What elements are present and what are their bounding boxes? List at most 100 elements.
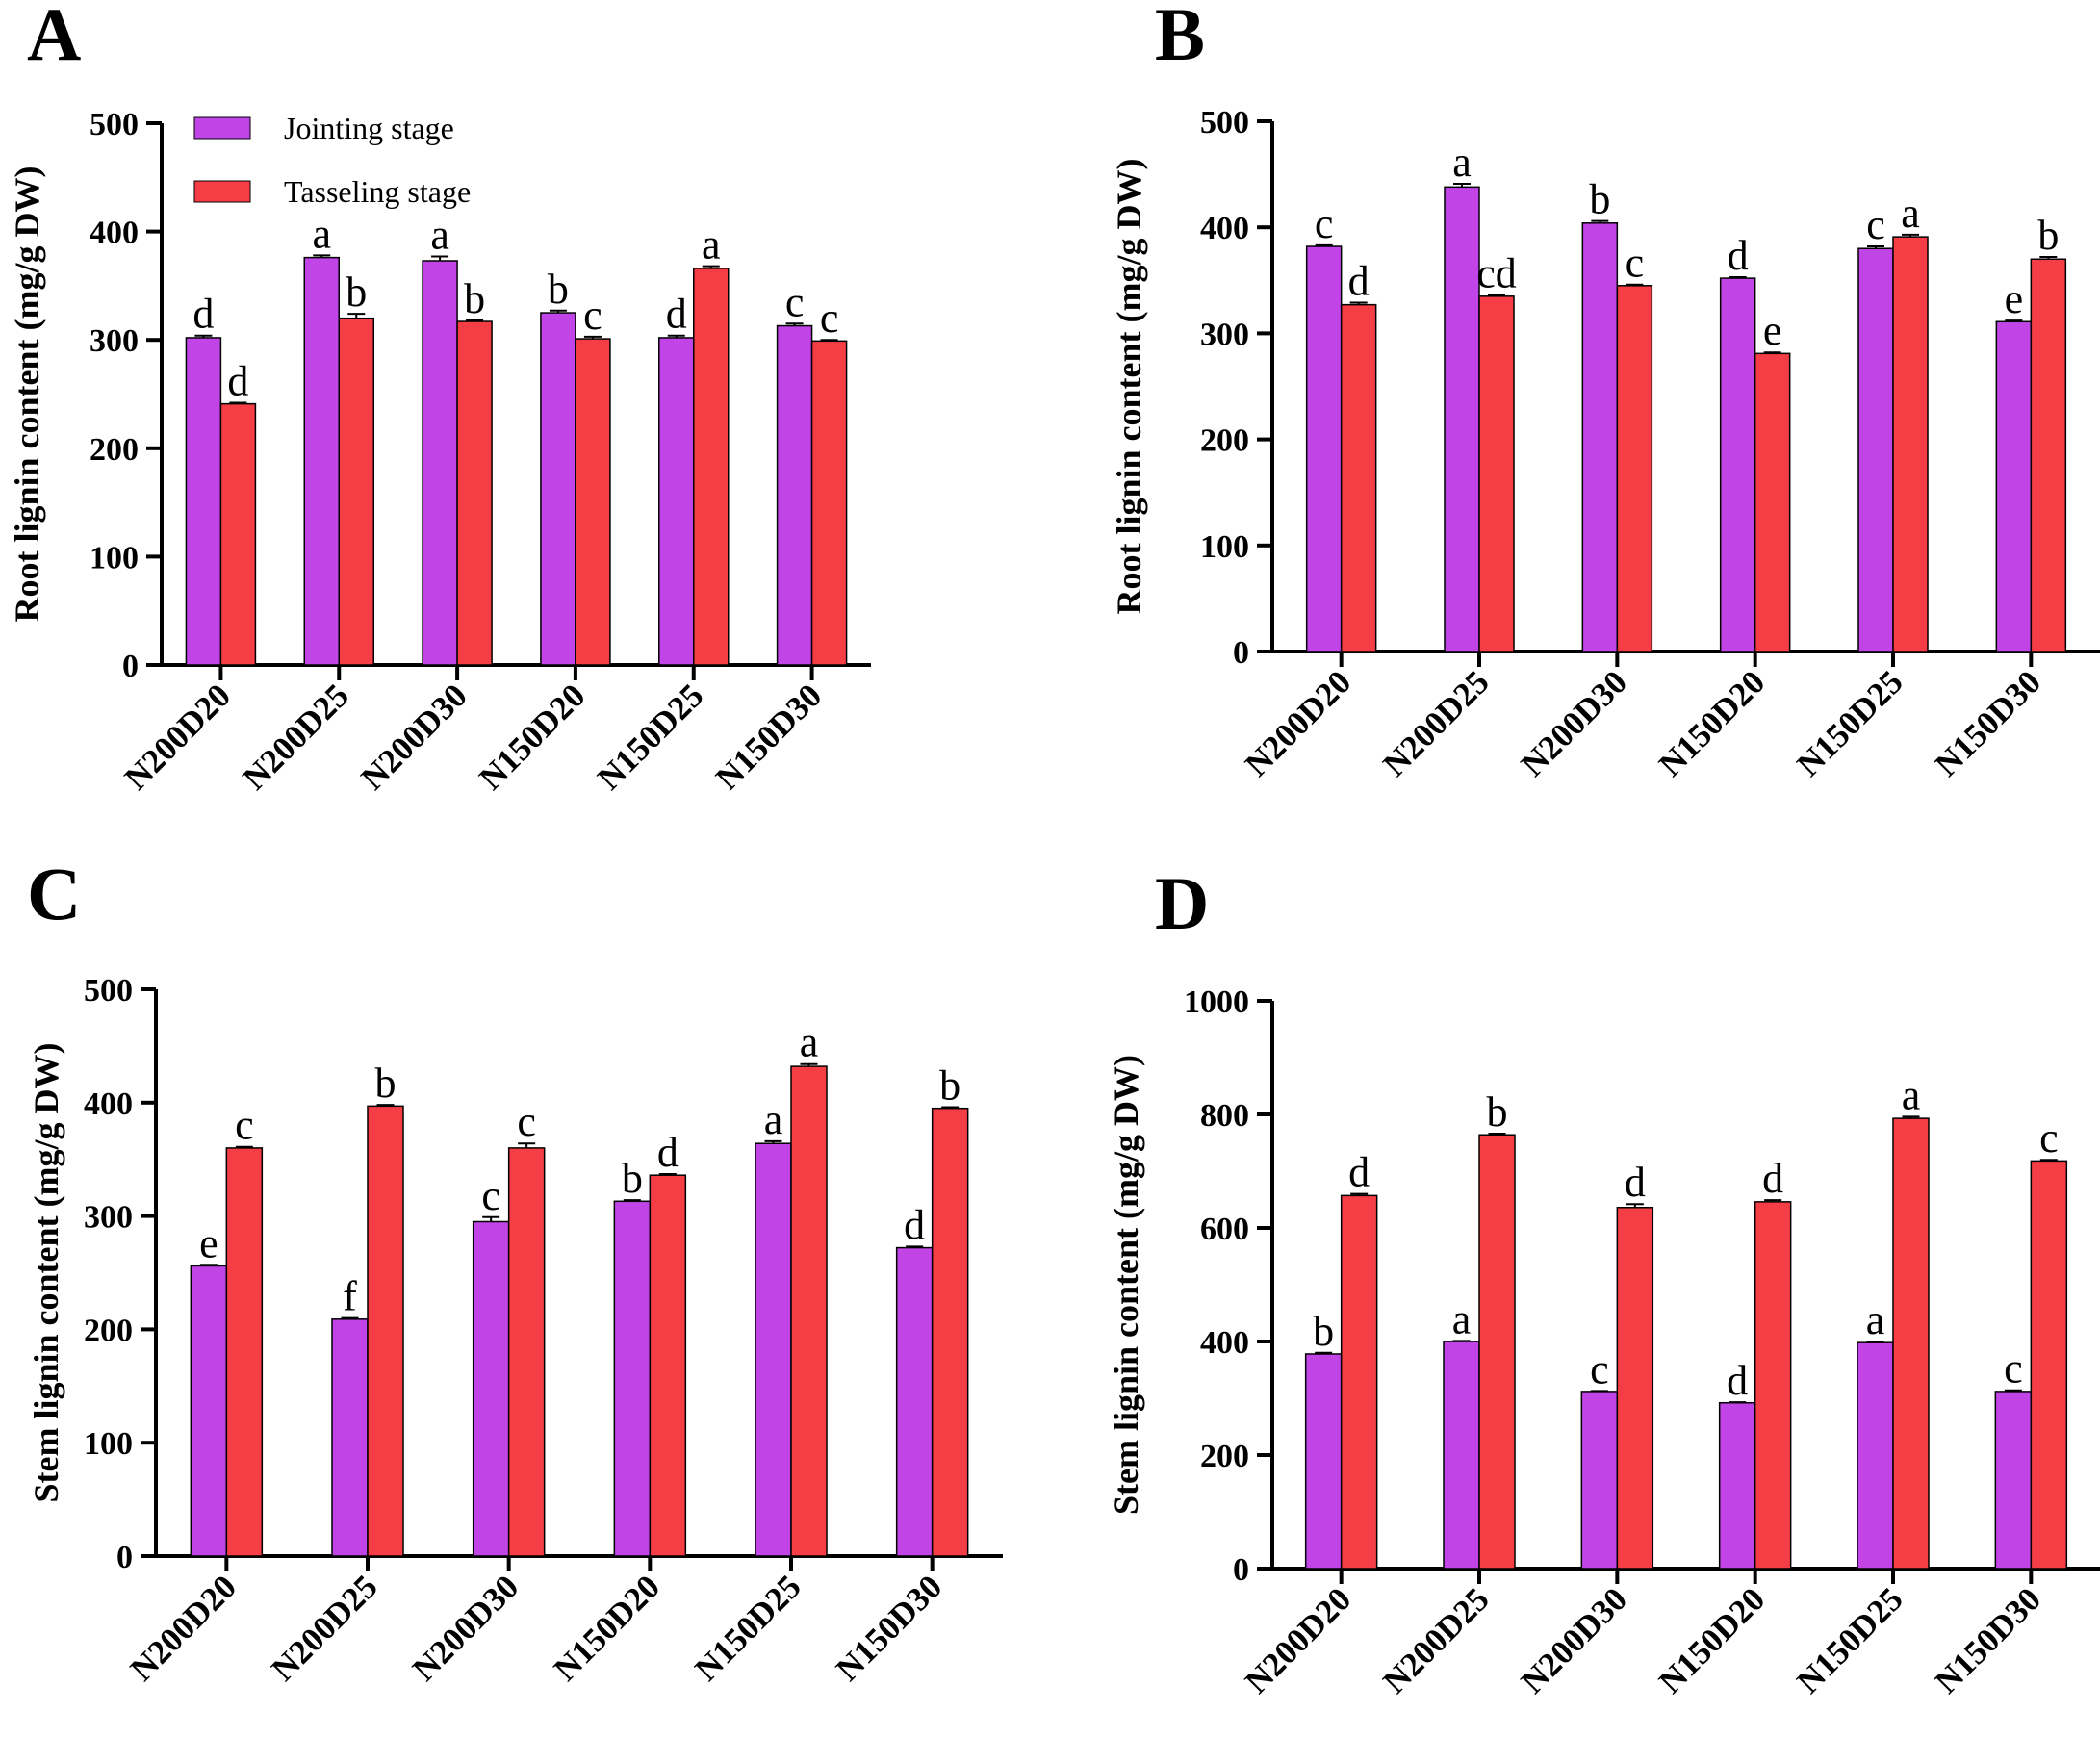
y-axis-title-D: Stem lignin content (mg/g DW): [1107, 1055, 1145, 1515]
sig-letter-jointing-C: c: [481, 1172, 500, 1219]
sig-letter-tasseling-C: a: [800, 1019, 819, 1066]
bar-jointing-A: [422, 260, 458, 666]
category-label-B: N150D20: [1652, 663, 1772, 783]
y-tick-label-B: 500: [1200, 105, 1249, 141]
sig-letter-jointing-A: a: [430, 211, 449, 258]
y-tick-label-B: 300: [1200, 317, 1249, 352]
sig-letter-tasseling-A: b: [346, 268, 367, 316]
bar-jointing-A: [540, 312, 576, 666]
category-label-B: N200D25: [1375, 663, 1496, 783]
y-tick-label-D: 1000: [1184, 984, 1249, 1020]
sig-letter-jointing-C: f: [343, 1273, 357, 1320]
bar-jointing-D: [1580, 1391, 1619, 1570]
sig-letter-tasseling-D: d: [1348, 1149, 1370, 1196]
bar-tasseling-C: [507, 1147, 546, 1557]
bar-tasseling-A: [810, 340, 848, 666]
bar-tasseling-A: [456, 320, 493, 666]
y-tick-label-B: 400: [1200, 211, 1249, 246]
y-tick-label-B: 200: [1200, 423, 1249, 459]
bar-tasseling-D: [1340, 1194, 1378, 1570]
y-axis-title-B: Root lignin content (mg/g DW): [1110, 159, 1148, 615]
y-tick-label-C: 400: [84, 1086, 133, 1122]
bar-tasseling-B: [2030, 258, 2067, 652]
category-label-D: N200D20: [1238, 1580, 1358, 1700]
sig-letter-jointing-D: a: [1866, 1296, 1885, 1343]
category-label-D: N150D25: [1789, 1580, 1909, 1700]
category-label-D: N150D30: [1928, 1580, 2048, 1700]
sig-letter-tasseling-D: d: [1625, 1159, 1646, 1206]
sig-letter-jointing-D: c: [2004, 1345, 2023, 1393]
category-label-C: N150D25: [687, 1568, 807, 1688]
bar-jointing-B: [1444, 186, 1480, 652]
bar-jointing-A: [658, 337, 695, 666]
bar-tasseling-C: [649, 1174, 687, 1557]
y-tick-label-B: 100: [1200, 529, 1249, 565]
bar-tasseling-A: [693, 268, 730, 666]
bar-jointing-C: [613, 1200, 652, 1557]
panel-letter-D: D: [1155, 861, 1209, 945]
sig-letter-jointing-A: d: [666, 291, 687, 338]
category-label-A: N150D30: [708, 677, 829, 797]
category-label-B: N150D25: [1789, 663, 1909, 783]
category-label-C: N150D20: [547, 1568, 667, 1688]
sig-letter-tasseling-C: c: [235, 1102, 254, 1149]
sig-letter-tasseling-B: e: [1763, 307, 1782, 354]
sig-letter-jointing-D: c: [1590, 1345, 1609, 1393]
y-tick-label-B: 0: [1233, 635, 1249, 671]
bar-tasseling-D: [1892, 1117, 1930, 1570]
category-label-C: N200D20: [123, 1568, 243, 1688]
panel-B: B Root lignin content (mg/g DW) 0 100 200 300…: [1110, 0, 2100, 783]
y-tick-label-A: 0: [122, 649, 139, 684]
bar-jointing-B: [1581, 222, 1619, 652]
bar-jointing-B: [1995, 320, 2033, 652]
sig-letter-jointing-B: b: [1589, 176, 1610, 223]
y-tick-label-D: 0: [1233, 1552, 1249, 1588]
sig-letter-tasseling-A: a: [702, 221, 721, 268]
sig-letter-tasseling-A: b: [464, 275, 485, 322]
sig-letter-tasseling-B: d: [1348, 257, 1370, 304]
sig-letter-jointing-A: b: [548, 266, 569, 313]
sig-letter-tasseling-C: c: [517, 1098, 536, 1145]
category-label-A: N200D25: [236, 677, 356, 797]
bar-tasseling-D: [1478, 1134, 1516, 1570]
bar-tasseling-B: [1340, 303, 1377, 652]
category-label-B: N200D30: [1514, 663, 1634, 783]
sig-letter-jointing-A: c: [785, 278, 805, 325]
y-tick-label-A: 100: [90, 540, 139, 575]
bar-tasseling-A: [575, 338, 611, 666]
category-label-B: N200D20: [1238, 663, 1358, 783]
bar-jointing-C: [472, 1220, 510, 1557]
category-label-C: N200D30: [405, 1568, 525, 1688]
y-tick-label-C: 100: [84, 1426, 133, 1462]
bar-tasseling-D: [1754, 1201, 1792, 1570]
bar-jointing-D: [1994, 1391, 2033, 1570]
sig-letter-jointing-C: d: [904, 1201, 925, 1248]
bar-jointing-D: [1857, 1341, 1894, 1570]
category-label-D: N200D25: [1375, 1580, 1496, 1700]
category-label-B: N150D30: [1928, 663, 2048, 783]
bar-jointing-A: [776, 324, 813, 666]
panel-letter-A: A: [27, 0, 81, 76]
sig-letter-tasseling-C: b: [375, 1060, 397, 1107]
bar-jointing-C: [331, 1318, 369, 1557]
y-tick-label-D: 400: [1200, 1325, 1249, 1361]
sig-letter-tasseling-A: c: [820, 294, 839, 342]
y-tick-label-D: 200: [1200, 1439, 1249, 1474]
bar-jointing-C: [755, 1142, 792, 1557]
bar-tasseling-C: [367, 1105, 404, 1557]
sig-letter-jointing-B: c: [1315, 200, 1334, 247]
y-tick-label-C: 300: [84, 1200, 133, 1236]
category-label-D: N200D30: [1514, 1580, 1634, 1700]
sig-letter-jointing-B: d: [1728, 232, 1749, 279]
panel-C: C Stem lignin content (mg/g DW) 0 100 200 300…: [27, 852, 1003, 1688]
legend-swatch-tasseling: [193, 180, 251, 203]
bar-jointing-B: [1305, 245, 1343, 652]
sig-letter-tasseling-D: a: [1902, 1071, 1921, 1118]
bar-tasseling-D: [2030, 1160, 2068, 1570]
sig-letter-tasseling-B: a: [1901, 190, 1920, 237]
bar-tasseling-B: [1478, 295, 1515, 652]
y-tick-label-A: 200: [90, 432, 139, 468]
sig-letter-jointing-A: a: [312, 210, 331, 257]
bar-tasseling-A: [219, 402, 257, 666]
